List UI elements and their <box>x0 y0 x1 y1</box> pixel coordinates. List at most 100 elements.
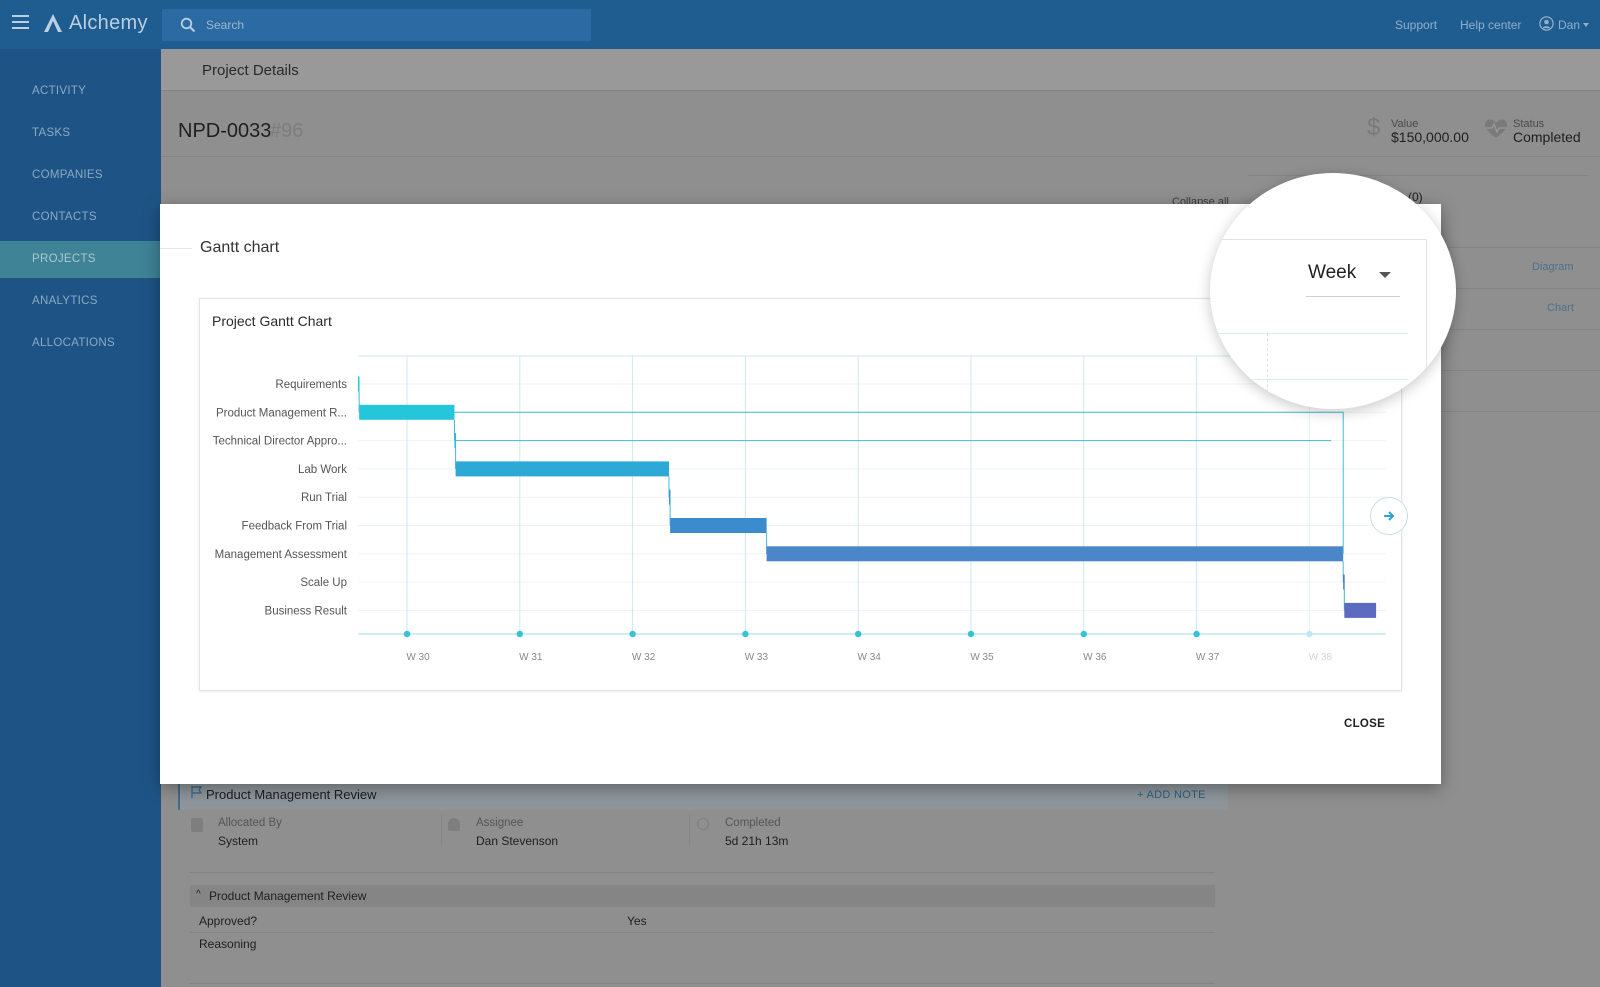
sidebar-item-activity[interactable]: ACTIVITY <box>32 85 87 97</box>
flag-icon <box>191 786 203 798</box>
sidebar-item-allocations[interactable]: ALLOCATIONS <box>32 337 115 349</box>
assignee-value: Dan Stevenson <box>476 834 559 848</box>
sidebar-item-projects[interactable]: PROJECTS <box>0 241 161 278</box>
gantt-bar <box>668 489 671 505</box>
sidebar-item-tasks[interactable]: TASKS <box>32 127 71 139</box>
task-label: Requirements <box>275 379 347 391</box>
divider <box>441 815 442 845</box>
x-tick-label: W 34 <box>858 652 882 663</box>
task-label: Product Management R... <box>216 407 347 419</box>
gantt-bar <box>454 433 456 449</box>
dollar-icon: $ <box>1367 114 1381 141</box>
app-logo-text[interactable]: Alchemy <box>69 12 148 34</box>
arrow-right-icon <box>1384 511 1395 521</box>
x-tick-label: W 35 <box>970 652 994 663</box>
page-header <box>161 49 1600 91</box>
task-label: Management Assessment <box>215 549 348 561</box>
x-tick-label: W 36 <box>1083 652 1107 663</box>
search-icon <box>180 17 196 33</box>
gantt-bar <box>358 376 360 392</box>
value-amount: $150,000.00 <box>1391 129 1469 145</box>
search-input[interactable] <box>206 17 566 33</box>
gantt-bar <box>359 404 455 420</box>
period-select[interactable]: Week <box>1306 257 1400 297</box>
heart-pulse-icon <box>1485 119 1507 138</box>
gantt-chart: W 30 W 31 W 32 W 33 W 34 W 35 W 36 W 37 W 38 Requ… <box>213 355 1386 663</box>
x-tick-label: W 30 <box>406 652 430 663</box>
section-header[interactable] <box>190 885 1215 907</box>
sidebar-item-contacts[interactable]: CONTACTS <box>32 211 97 223</box>
x-tick-dot <box>1306 630 1313 638</box>
menu-icon[interactable] <box>12 15 29 29</box>
add-note-label: ADD NOTE <box>1146 789 1206 801</box>
user-menu[interactable]: Dan <box>1539 15 1597 35</box>
allocated-by-label: Allocated By <box>218 817 282 829</box>
x-tick-label: W 33 <box>745 652 769 663</box>
divider <box>190 983 1215 984</box>
chart-card <box>199 298 1402 691</box>
grid-line <box>1267 333 1268 409</box>
next-period-button[interactable] <box>1370 497 1408 535</box>
x-tick-label: W 31 <box>519 652 543 663</box>
help-center-link[interactable]: Help center <box>1460 18 1522 32</box>
add-note-button[interactable]: + ADD NOTE <box>1137 789 1206 801</box>
close-button[interactable]: CLOSE <box>1344 718 1386 730</box>
x-tick-dot <box>1080 630 1087 638</box>
gantt-bar <box>670 518 767 533</box>
status-label: Status <box>1513 118 1545 130</box>
user-name: Dan <box>1558 18 1581 32</box>
x-tick-dot <box>516 630 523 638</box>
logo-icon <box>44 14 62 32</box>
x-tick-label: W 37 <box>1196 652 1220 663</box>
chevron-down-icon <box>1583 23 1589 27</box>
status-value: Completed <box>1513 129 1581 145</box>
task-title: Product Management Review <box>206 787 377 802</box>
gantt-bar <box>1343 574 1345 590</box>
page-title: Project Details <box>202 62 299 79</box>
lock-icon <box>191 818 203 832</box>
completed-value: 5d 21h 13m <box>725 834 789 848</box>
divider <box>190 872 1215 873</box>
chart-card-edge <box>1218 239 1427 409</box>
field-label-reasoning: Reasoning <box>199 937 257 951</box>
x-tick-dot <box>403 630 411 638</box>
task-header <box>178 782 1228 810</box>
x-tick-label: W 32 <box>632 652 656 663</box>
project-number: #96 <box>270 120 304 142</box>
field-label-approved: Approved? <box>199 914 258 928</box>
chart-title: Project Gantt Chart <box>212 313 332 329</box>
chevron-up-icon: ^ <box>196 889 201 900</box>
sidebar-item-companies[interactable]: COMPANIES <box>32 169 103 181</box>
value-label: Value <box>1391 118 1419 130</box>
assignee-label: Assignee <box>476 817 524 829</box>
x-tick-label: W 38 <box>1309 652 1333 663</box>
project-code: NPD-0033 <box>178 120 272 142</box>
support-link[interactable]: Support <box>1395 18 1438 32</box>
task-label: Lab Work <box>298 464 347 476</box>
sidebar <box>0 49 161 987</box>
section-title: Product Management Review <box>209 889 367 903</box>
modal-title: Gantt chart <box>200 239 280 256</box>
grid-line <box>1218 379 1408 380</box>
magnifier-lens: Week <box>1210 173 1456 409</box>
modal-header-divider <box>160 248 192 249</box>
x-tick-dot <box>855 630 862 638</box>
allocated-by-value: System <box>218 834 259 848</box>
x-tick-dot <box>629 630 636 638</box>
grid-line <box>1218 333 1408 334</box>
field-value-approved: Yes <box>627 914 647 928</box>
chart-link[interactable]: Chart <box>1547 302 1574 314</box>
x-tick-dot <box>742 630 749 638</box>
chevron-down-icon <box>1379 272 1391 278</box>
x-tick-dot <box>967 630 975 638</box>
diagram-link[interactable]: Diagram <box>1532 261 1574 273</box>
divider <box>1248 175 1588 176</box>
task-label: Run Trial <box>301 492 347 504</box>
sidebar-item-analytics[interactable]: ANALYTICS <box>32 295 98 307</box>
gantt-bar <box>1344 602 1377 618</box>
task-label: Technical Director Appro... <box>213 436 347 448</box>
task-label: Feedback From Trial <box>242 521 347 533</box>
gantt-bar <box>455 461 669 477</box>
task-label: Business Result <box>265 605 348 617</box>
divider <box>689 815 690 845</box>
